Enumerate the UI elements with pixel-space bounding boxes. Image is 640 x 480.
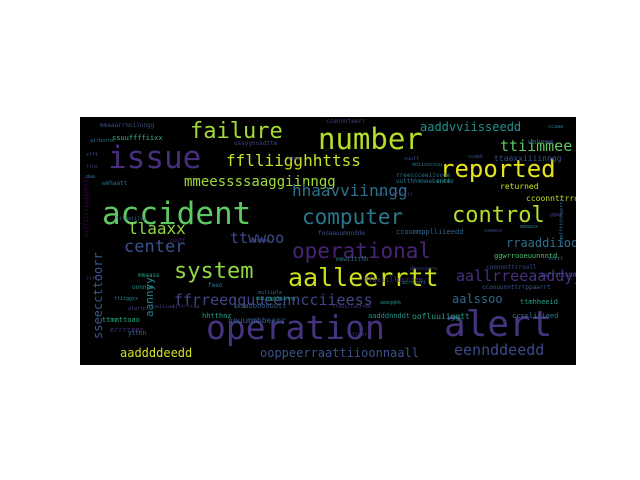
word-ttmmttoao: ttmmttoao [102,316,140,324]
word-aeeqqkk: aeeqqkk [380,300,402,306]
word-iittrrraa: iittrrraa [172,304,200,310]
word-dlsssions: dlsssions [410,266,438,272]
word-returned: returned [500,182,539,191]
word-oorr: oorr [376,192,389,198]
word-alert: alert [444,304,553,345]
word-xfft: xfft [86,152,99,158]
word-fleet: fleet [352,332,368,338]
word-oofluuiiggtt: oofluuiiggtt [412,312,470,321]
word-mmaass: mmaass [138,272,160,279]
word-failure: failure [190,119,283,144]
word-accident: accident [102,196,252,232]
word-ooppeerraattiioonnaall: ooppeerraattiioonnaall [260,346,419,360]
word-mmwiitthh: mmwiitthh [336,256,369,263]
word-aalleerrtt: aalleerrtt [288,263,439,292]
word-aallrreeaaddyy: aallrreeaaddyy [456,267,576,285]
word-reported: reported [440,155,556,183]
word-ccoommpplliieedd: ccoommpplliieedd [396,228,464,236]
word-fooaauumnndde: fooaauumnndde [318,230,365,237]
word-sxitt: sxitt [548,256,564,262]
word-tthe: tthe [86,164,99,170]
word-alartp: alartp [128,306,147,312]
word-ttaaxxiiiinngg: ttaaxxiiiinngg [494,154,562,163]
word-uutthhmmeebrreee: uutthhmmeebrreee [396,178,454,185]
word-ttwwoo: ttwwoo [230,229,285,247]
word-coonnnttrrooll: coonnnttrrooll [486,264,537,271]
word-antt: antt [436,178,451,185]
word-aircraft: aircraft [402,280,427,286]
word-aaddddeedd: aaddddeedd [120,346,193,360]
word-ffaaiilluurree: ffaaiilluurree [364,276,424,284]
word-waheee: waheee [528,138,554,146]
word-ssuuffffiixx: ssuuffffiixx [112,134,163,142]
word-fflliigghhttss: fflliigghhttss [226,151,361,170]
word-ddiiggkkkinng: ddiiggkkkinng [256,296,296,302]
word-oonnee: oonnee [132,284,154,291]
word-errrceer: errrceer [110,326,144,334]
word-hhtthnz: hhtthnz [202,312,232,320]
word-tttwaiilyy: tttwaiilyy [116,216,147,222]
word-eennddeedd: eennddeedd [454,341,545,359]
word-control: control [452,203,545,228]
word-ccaaa: ccaaa [548,124,564,130]
word-operation: operation [206,308,385,347]
word-rreeccceeiivvee: rreeccceeiivvee [396,172,451,179]
word-ccoonnttrrooll: ccoonnttrrooll [526,194,576,203]
word-etmm: etmm [288,156,301,162]
word-aalssoo: aalssoo [452,292,503,306]
word-number: number [318,122,423,156]
word-aaabbooouutt: aaabbooouutt [236,302,287,310]
word-ussyynssdtte: ussyynssdtte [234,140,278,147]
word-rrff: rrff [86,276,99,282]
word-multiple: multiple [258,290,283,296]
word-cloud: operation alert accident number issue fa… [80,117,576,365]
word-system: system [174,259,254,284]
word-issue: issue [108,140,202,176]
word-feeo: feeo [208,282,223,289]
word-ddiissccuu: ddiissccuu [412,162,443,168]
word-ytthh: ytthh [128,330,147,337]
word-mmaaxx: mmaaxx [520,224,539,230]
word-xxffiliiiggghhttt: xxffiliiiggghhttt [83,175,90,237]
word-mmaaarrnniinngg: mmaaarrnniinngg [100,122,155,129]
word-sseeccttoorr: sseeccttoorr [91,252,105,339]
word-daa: daa [86,174,96,180]
word-ccssliiieed: ccssliiieed [512,312,559,320]
word-xxaaffttthheerrr: xxaaffttthheerrr [559,198,565,247]
word-center: center [124,237,186,257]
word-hhaavviinngg: hhaavviinngg [292,181,408,200]
word-ccwkk: ccwkk [468,154,484,160]
word-ttiimmee: ttiimmee [500,137,573,155]
word-aaddvviisseedd: aaddvviisseedd [420,120,522,134]
word-ffllttt: ffllttt [392,192,414,198]
word-airborne: airborne [90,138,115,144]
word-llaaxx: llaaxx [128,219,186,238]
word-ffaaiiluurree: ffaaiiluurree [332,304,372,310]
word-ggwrrooeuunnntd: ggwrrooeuunnntd [494,252,558,260]
word-rraaddiioo: rraaddiioo [506,236,576,250]
word-ttmhheeid: ttmhheeid [520,298,558,306]
word-fuuiiiaa: fuuiiiaa [150,304,175,310]
word-cuuff: cuuff [170,238,186,244]
word-bbooaa: bbooaa [252,238,271,244]
word-ttiiggxx: ttiiggxx [114,296,139,302]
word-aadddnnddt: aadddnnddt [368,312,411,320]
word-operational: operational [292,239,432,263]
word-aaffttthheerr: aaffttthheerr [540,272,576,279]
word-suuff: suuff [404,156,420,162]
word-ggaa: ggaa [550,212,563,218]
word-computer: computer [302,205,404,229]
word-nnuummbbeerr: nnuummbbeerr [228,316,286,325]
word-mmeessssaaggiinngg: mmeessssaaggiinngg [184,174,336,190]
word-ccoouunnttrrppaarrt: ccoouunnttrrppaarrt [482,284,551,291]
word-ffrreeqquueenncciieess: ffrreeqquueenncciieess [174,291,373,309]
word-ccennnteerr: ccennnteerr [326,118,366,125]
word-sseess: sseess [484,228,503,234]
word-wmhaatt: wmhaatt [102,180,128,187]
